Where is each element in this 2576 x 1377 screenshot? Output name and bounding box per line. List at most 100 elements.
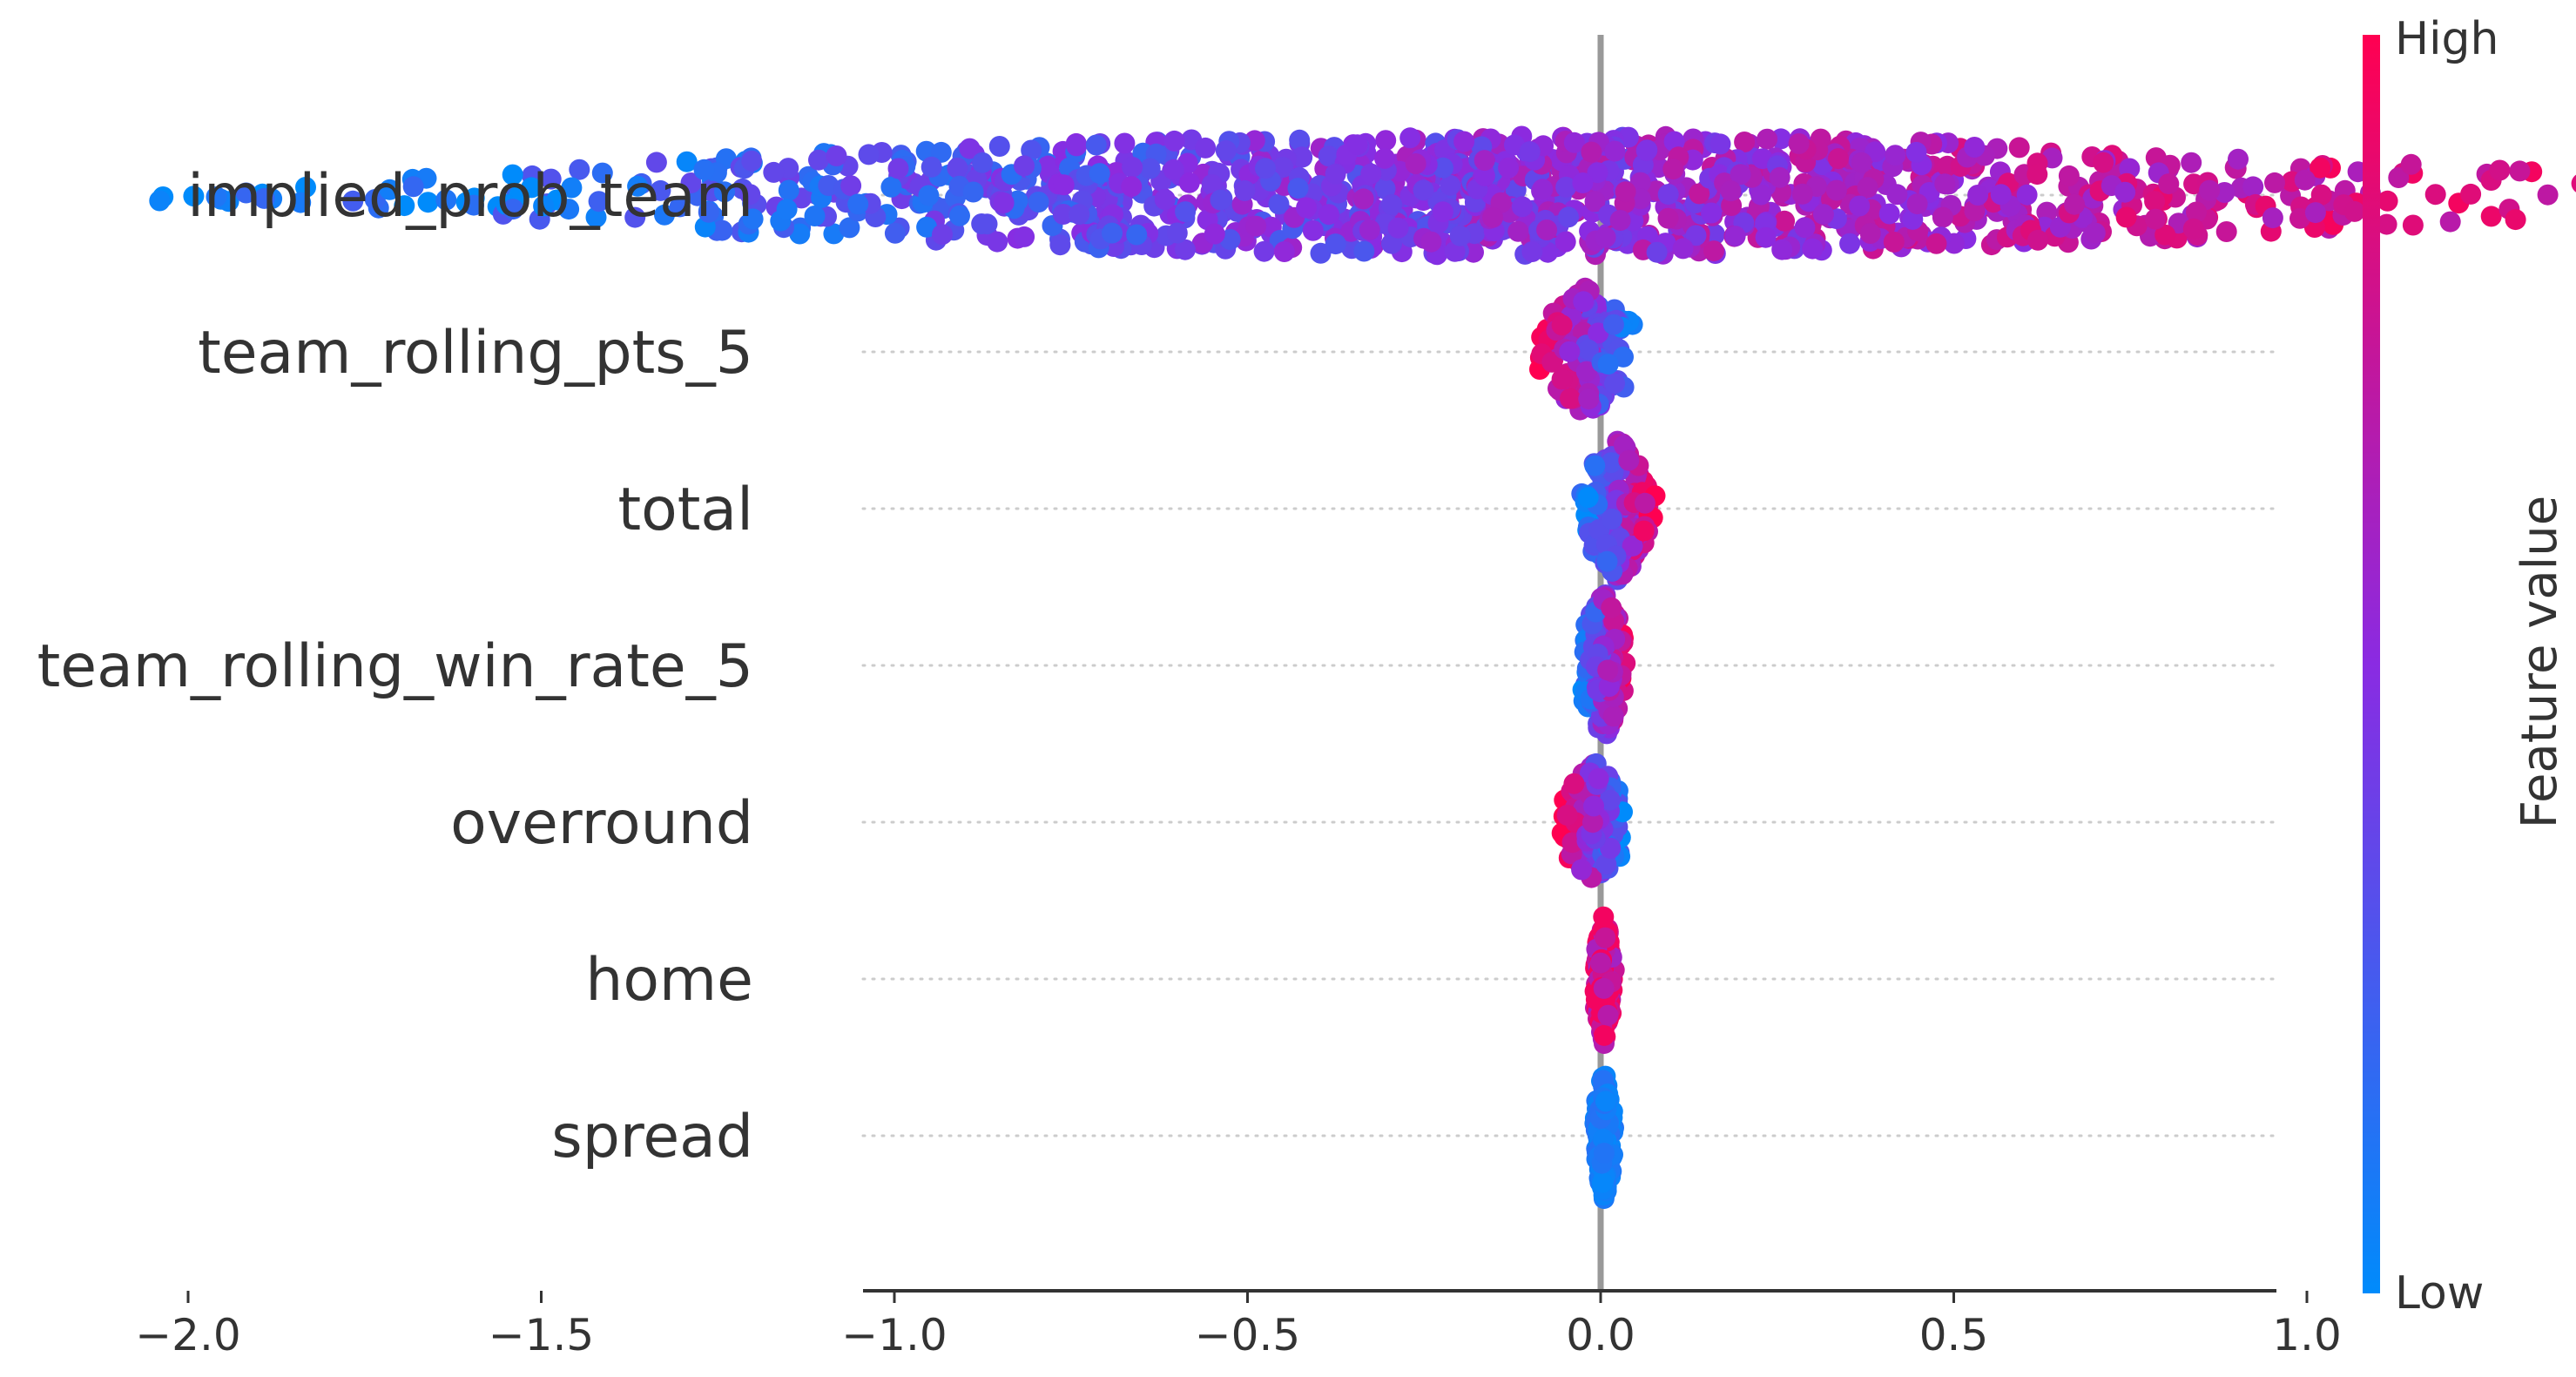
shap-point bbox=[1577, 339, 1599, 361]
shap-point bbox=[1381, 193, 1403, 215]
shap-point bbox=[808, 149, 829, 171]
shap-point bbox=[2155, 224, 2176, 246]
shap-point bbox=[1572, 172, 1594, 193]
shap-point bbox=[1857, 177, 1878, 199]
shap-point bbox=[402, 176, 424, 198]
shap-point bbox=[2027, 229, 2049, 251]
shap-point bbox=[1578, 388, 1600, 410]
shap-point bbox=[714, 181, 735, 203]
shap-point bbox=[588, 191, 610, 213]
shap-point bbox=[2304, 202, 2326, 224]
shap-point bbox=[2402, 214, 2424, 236]
shap-point bbox=[1028, 192, 1049, 213]
shap-point bbox=[1593, 977, 1615, 999]
shap-point bbox=[949, 205, 970, 226]
shap-point bbox=[1089, 163, 1110, 185]
feature-label-team_rolling_win_rate_5: team_rolling_win_rate_5 bbox=[37, 632, 753, 701]
shap-point bbox=[1604, 373, 1625, 395]
shap-point bbox=[2114, 181, 2136, 203]
shap-point bbox=[1273, 241, 1295, 262]
shap-point bbox=[1859, 223, 1881, 244]
shap-point bbox=[533, 195, 555, 217]
shap-point bbox=[1755, 226, 1777, 248]
shap-point bbox=[1657, 184, 1679, 206]
shap-point bbox=[1601, 452, 1622, 474]
shap-point bbox=[1878, 203, 1900, 225]
shap-point bbox=[1594, 1024, 1615, 1046]
shap-point bbox=[1253, 240, 1275, 262]
shap-point bbox=[2439, 211, 2461, 233]
shap-point bbox=[1049, 234, 1071, 256]
shap-point bbox=[1601, 509, 1622, 530]
shap-point bbox=[778, 179, 799, 201]
shap-point bbox=[918, 185, 940, 206]
shap-point bbox=[1399, 127, 1421, 149]
shap-point bbox=[1595, 927, 1616, 948]
shap-point bbox=[569, 159, 590, 180]
row-guides bbox=[861, 193, 2278, 1137]
shap-point bbox=[1581, 812, 1603, 834]
shap-point bbox=[1085, 134, 1107, 156]
shap-point bbox=[2145, 208, 2166, 230]
shap-point bbox=[253, 187, 275, 209]
shap-point bbox=[2181, 152, 2202, 173]
shap-point bbox=[1215, 139, 1237, 161]
shap-point bbox=[698, 201, 719, 223]
shap-point bbox=[887, 158, 909, 179]
x-tick-label: 0.5 bbox=[1919, 1310, 1989, 1360]
shap-point bbox=[1886, 184, 1908, 206]
shap-point bbox=[1581, 141, 1602, 163]
shap-point bbox=[1444, 240, 1466, 262]
shap-point bbox=[1774, 210, 1796, 232]
shap-point bbox=[1482, 206, 1504, 228]
colorbar: High Low Feature value bbox=[2363, 13, 2568, 1320]
shap-point bbox=[1289, 129, 1311, 151]
shap-point bbox=[1195, 137, 1217, 159]
swarm-team_rolling_win_rate_5 bbox=[1572, 584, 1636, 745]
shap-point bbox=[669, 196, 691, 218]
shap-point bbox=[1635, 140, 1657, 161]
shap-point bbox=[1883, 231, 1905, 253]
shap-point bbox=[1346, 134, 1368, 156]
shap-point bbox=[2262, 207, 2283, 229]
shap-point bbox=[1720, 180, 1742, 202]
shap-point bbox=[1703, 240, 1724, 262]
shap-point bbox=[1604, 140, 1626, 162]
shap-point bbox=[1473, 165, 1495, 186]
shap-point bbox=[1934, 173, 1956, 195]
shap-point bbox=[1163, 159, 1184, 180]
shap-point bbox=[947, 158, 968, 179]
shap-point bbox=[645, 152, 667, 173]
shap-point bbox=[1069, 204, 1090, 225]
shap-point bbox=[858, 144, 880, 165]
shap-point bbox=[1440, 174, 1461, 196]
shap-point bbox=[1597, 354, 1619, 375]
shap-point bbox=[1967, 185, 1989, 206]
shap-point bbox=[1771, 239, 1793, 260]
shap-point bbox=[840, 175, 862, 197]
shap-point bbox=[1166, 222, 1188, 244]
shap-point bbox=[1122, 156, 1143, 178]
shap-point bbox=[789, 223, 811, 245]
shap-point bbox=[1851, 152, 1872, 173]
shap-point bbox=[2182, 218, 2204, 240]
swarm-overround bbox=[1551, 753, 1633, 888]
feature-label-team_rolling_pts_5: team_rolling_pts_5 bbox=[198, 319, 753, 388]
shap-point bbox=[1589, 952, 1611, 974]
shap-point bbox=[763, 161, 785, 183]
shap-point bbox=[1657, 207, 1679, 229]
shap-point bbox=[1588, 322, 1609, 344]
swarm-total bbox=[1571, 430, 1666, 591]
shap-point bbox=[1685, 225, 1707, 246]
shap-point bbox=[739, 184, 761, 206]
colorbar-title: Feature value bbox=[2512, 496, 2568, 828]
shap-point bbox=[742, 208, 764, 230]
shap-point bbox=[1014, 226, 1035, 247]
shap-point bbox=[2144, 191, 2166, 213]
shap-point bbox=[1302, 219, 1324, 241]
shap-point bbox=[1812, 204, 1834, 226]
shap-point bbox=[1066, 135, 1088, 157]
feature-label-overround: overround bbox=[450, 789, 753, 858]
shap-point bbox=[1602, 314, 1624, 335]
